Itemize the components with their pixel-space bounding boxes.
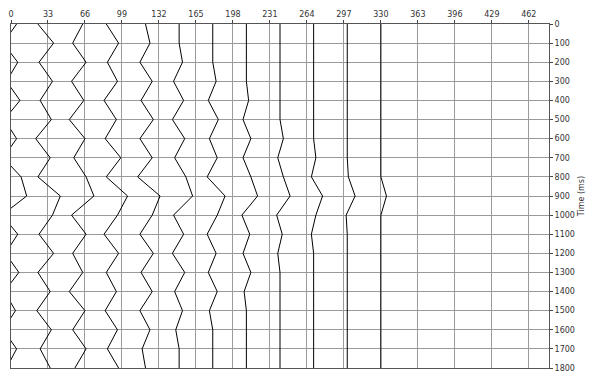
- svg-text:462: 462: [521, 10, 536, 19]
- svg-text:100: 100: [555, 39, 570, 48]
- svg-text:1400: 1400: [555, 287, 575, 296]
- svg-text:600: 600: [555, 134, 570, 143]
- svg-text:200: 200: [555, 58, 570, 67]
- svg-text:99: 99: [117, 10, 127, 19]
- svg-text:1100: 1100: [555, 230, 575, 239]
- svg-text:500: 500: [555, 115, 570, 124]
- svg-text:396: 396: [447, 10, 462, 19]
- svg-text:1500: 1500: [555, 306, 575, 315]
- svg-text:165: 165: [188, 10, 203, 19]
- svg-text:0: 0: [8, 10, 13, 19]
- svg-text:33: 33: [43, 10, 53, 19]
- svg-text:1000: 1000: [555, 211, 575, 220]
- svg-text:1300: 1300: [555, 268, 575, 277]
- svg-text:264: 264: [299, 10, 314, 19]
- svg-text:363: 363: [410, 10, 425, 19]
- svg-text:700: 700: [555, 154, 570, 163]
- svg-text:Time (ms): Time (ms): [577, 176, 586, 217]
- svg-text:231: 231: [262, 10, 277, 19]
- svg-text:429: 429: [484, 10, 499, 19]
- svg-text:1800: 1800: [555, 364, 575, 373]
- svg-text:900: 900: [555, 192, 570, 201]
- svg-text:1600: 1600: [555, 326, 575, 335]
- svg-text:330: 330: [373, 10, 388, 19]
- svg-text:1200: 1200: [555, 249, 575, 258]
- svg-text:400: 400: [555, 96, 570, 105]
- svg-text:1700: 1700: [555, 345, 575, 354]
- svg-text:300: 300: [555, 77, 570, 86]
- svg-text:132: 132: [151, 10, 166, 19]
- svg-text:297: 297: [336, 10, 351, 19]
- svg-text:198: 198: [225, 10, 240, 19]
- svg-text:0: 0: [555, 20, 560, 29]
- svg-text:66: 66: [80, 10, 90, 19]
- svg-text:800: 800: [555, 173, 570, 182]
